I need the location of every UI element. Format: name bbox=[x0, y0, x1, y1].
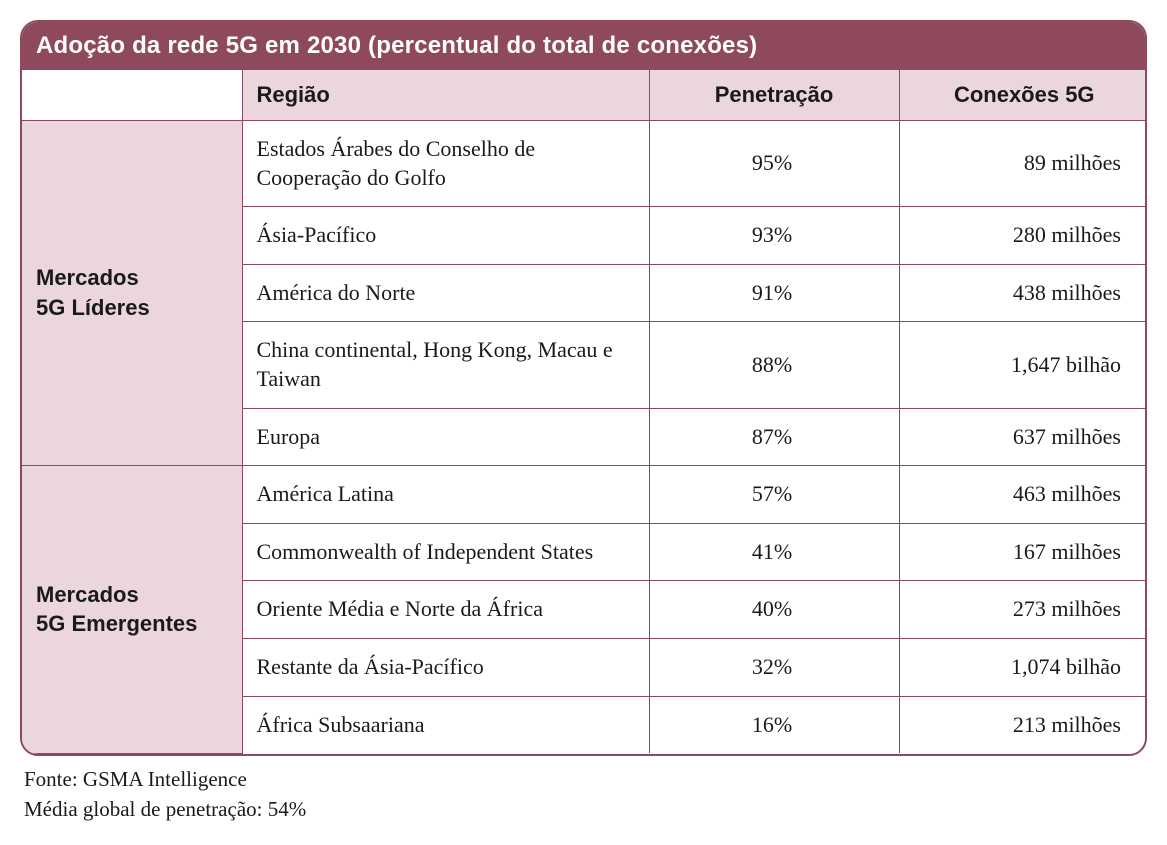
cell-region: América Latina bbox=[242, 466, 649, 524]
cell-penetration: 88% bbox=[649, 322, 899, 408]
table-row: Mercados 5G Emergentes América Latina 57… bbox=[22, 466, 1147, 524]
cell-region: Commonwealth of Independent States bbox=[242, 523, 649, 581]
cell-penetration: 95% bbox=[649, 121, 899, 207]
footer-source: Fonte: GSMA Intelligence bbox=[24, 764, 1143, 794]
cell-connections: 213 milhões bbox=[899, 696, 1147, 753]
footer-average: Média global de penetração: 54% bbox=[24, 794, 1143, 824]
cell-penetration: 16% bbox=[649, 696, 899, 753]
header-region: Região bbox=[242, 70, 649, 121]
cell-connections: 273 milhões bbox=[899, 581, 1147, 639]
cell-region: Europa bbox=[242, 408, 649, 466]
header-row: Região Penetração Conexões 5G bbox=[22, 70, 1147, 121]
data-table: Região Penetração Conexões 5G Mercados 5… bbox=[22, 70, 1147, 754]
group-label-emerging: Mercados 5G Emergentes bbox=[22, 466, 242, 753]
header-blank bbox=[22, 70, 242, 121]
cell-region: Ásia-Pacífico bbox=[242, 207, 649, 265]
cell-connections: 1,074 bilhão bbox=[899, 638, 1147, 696]
table-title: Adoção da rede 5G em 2030 (percentual do… bbox=[22, 22, 1145, 70]
cell-penetration: 32% bbox=[649, 638, 899, 696]
cell-connections: 89 milhões bbox=[899, 121, 1147, 207]
table-footer: Fonte: GSMA Intelligence Média global de… bbox=[20, 756, 1147, 825]
cell-region: China continental, Hong Kong, Macau e Ta… bbox=[242, 322, 649, 408]
cell-region: Oriente Média e Norte da África bbox=[242, 581, 649, 639]
cell-region: Restante da Ásia-Pacífico bbox=[242, 638, 649, 696]
cell-region: Estados Árabes do Conselho de Cooperação… bbox=[242, 121, 649, 207]
cell-connections: 280 milhões bbox=[899, 207, 1147, 265]
cell-connections: 637 milhões bbox=[899, 408, 1147, 466]
cell-connections: 463 milhões bbox=[899, 466, 1147, 524]
cell-penetration: 91% bbox=[649, 264, 899, 322]
table-row: Mercados 5G Líderes Estados Árabes do Co… bbox=[22, 121, 1147, 207]
cell-connections: 438 milhões bbox=[899, 264, 1147, 322]
table-container: Adoção da rede 5G em 2030 (percentual do… bbox=[20, 20, 1147, 756]
cell-connections: 1,647 bilhão bbox=[899, 322, 1147, 408]
cell-penetration: 93% bbox=[649, 207, 899, 265]
cell-penetration: 87% bbox=[649, 408, 899, 466]
cell-penetration: 41% bbox=[649, 523, 899, 581]
cell-penetration: 57% bbox=[649, 466, 899, 524]
header-penetration: Penetração bbox=[649, 70, 899, 121]
cell-region: África Subsaariana bbox=[242, 696, 649, 753]
header-connections: Conexões 5G bbox=[899, 70, 1147, 121]
cell-region: América do Norte bbox=[242, 264, 649, 322]
cell-connections: 167 milhões bbox=[899, 523, 1147, 581]
cell-penetration: 40% bbox=[649, 581, 899, 639]
group-label-leaders: Mercados 5G Líderes bbox=[22, 121, 242, 466]
